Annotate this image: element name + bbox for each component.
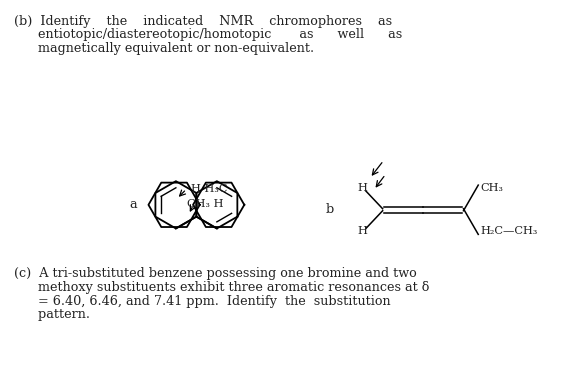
Text: CH₃: CH₃ — [480, 183, 503, 193]
Text: = 6.40, 6.46, and 7.41 ppm.  Identify  the  substitution: = 6.40, 6.46, and 7.41 ppm. Identify the… — [14, 295, 390, 308]
Text: magnetically equivalent or non-equivalent.: magnetically equivalent or non-equivalen… — [14, 42, 314, 55]
Text: H H₃C: H H₃C — [192, 184, 228, 194]
Text: pattern.: pattern. — [14, 308, 90, 321]
Text: (c)  A tri-substituted benzene possessing one bromine and two: (c) A tri-substituted benzene possessing… — [14, 267, 417, 280]
Text: CH₃ H: CH₃ H — [187, 199, 223, 209]
Text: b: b — [325, 203, 333, 216]
Text: H₂C—CH₃: H₂C—CH₃ — [480, 226, 537, 236]
Text: a: a — [130, 198, 137, 211]
Text: H: H — [357, 226, 367, 236]
Text: (b)  Identify    the    indicated    NMR    chromophores    as: (b) Identify the indicated NMR chromopho… — [14, 15, 392, 28]
Text: methoxy substituents exhibit three aromatic resonances at δ: methoxy substituents exhibit three aroma… — [14, 281, 429, 294]
Text: H: H — [357, 183, 367, 193]
Text: entiotopic/diastereotopic/homotopic       as      well      as: entiotopic/diastereotopic/homotopic as w… — [14, 28, 402, 42]
